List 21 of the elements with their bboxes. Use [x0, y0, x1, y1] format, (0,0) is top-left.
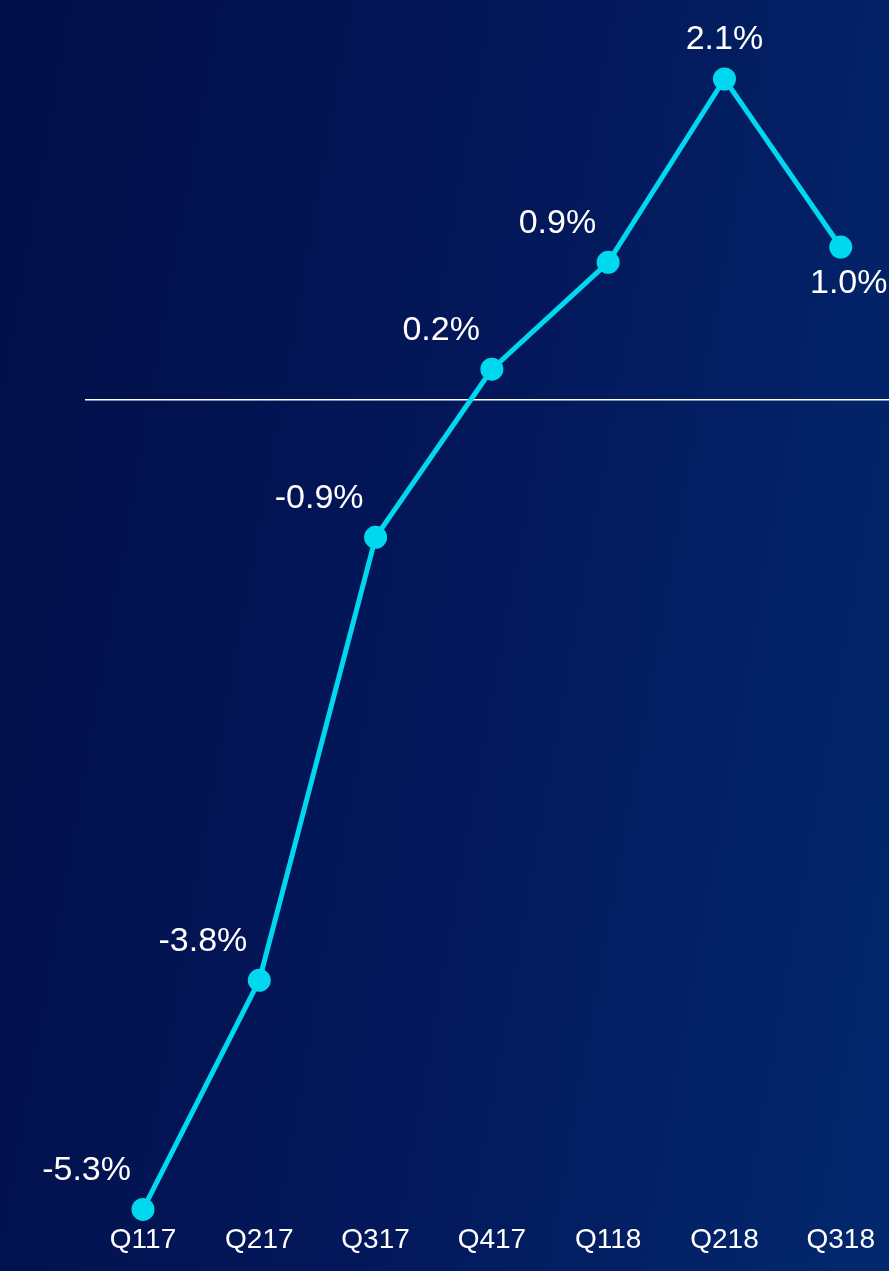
x-tick-label: Q117: [109, 1222, 177, 1254]
data-label: 0.9%: [518, 201, 597, 240]
data-label: -0.9%: [274, 476, 364, 515]
data-label: 2.1%: [685, 18, 764, 57]
point: [247, 968, 271, 992]
data-label: 1.0%: [810, 262, 888, 301]
x-tick-label: Q317: [341, 1222, 410, 1254]
point: [712, 67, 736, 91]
x-tick-label: Q318: [806, 1222, 875, 1254]
data-label: -3.8%: [158, 919, 248, 958]
x-tick-label: Q417: [457, 1222, 527, 1254]
point: [480, 357, 504, 381]
x-tick-label: Q118: [574, 1222, 642, 1254]
x-tick-label: Q218: [690, 1222, 759, 1254]
point: [596, 250, 620, 274]
data-label: 0.2%: [402, 308, 480, 347]
point: [131, 1197, 155, 1221]
data-label: -5.3%: [42, 1148, 131, 1187]
point: [364, 525, 388, 549]
point: [829, 235, 853, 259]
x-tick-label: Q217: [225, 1222, 294, 1254]
